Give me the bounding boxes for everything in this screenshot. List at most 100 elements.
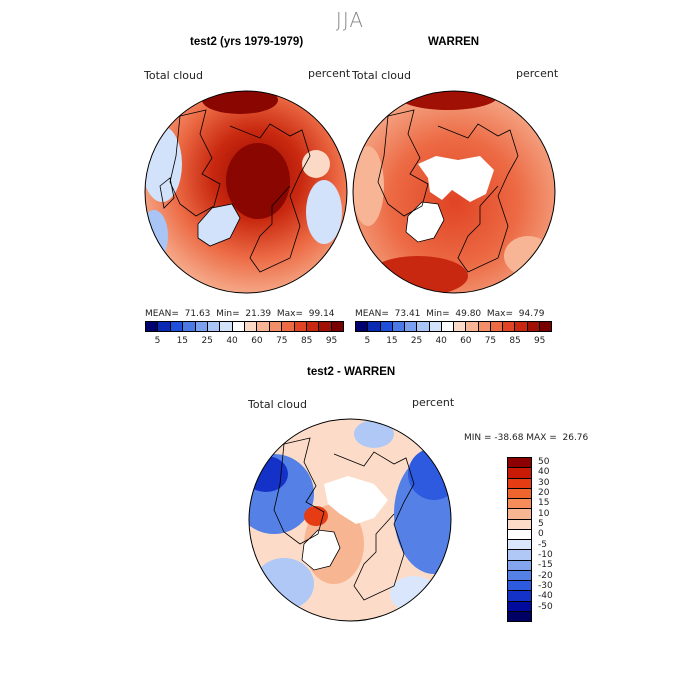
colorbar-cell <box>306 322 320 331</box>
panel1-max-region <box>226 143 290 219</box>
colorbar-tick-label: 15 <box>386 336 398 346</box>
panel2-colorbar-ticks: 5 15 25 40 60 75 85 95 <box>355 336 552 348</box>
diff-map-border <box>248 418 452 622</box>
panel2-max-region <box>398 91 498 110</box>
colorbar-cell <box>429 322 442 331</box>
panel1-mean: 71.63 <box>184 309 211 319</box>
panel2-high-region <box>368 256 468 293</box>
colorbar-cell <box>539 322 551 331</box>
colorbar-cell <box>294 322 307 331</box>
colorbar-tick-label: -10 <box>538 549 553 560</box>
colorbar-cell <box>527 322 540 331</box>
panel2-min: 49.80 <box>455 309 482 319</box>
colorbar-cell <box>454 322 467 331</box>
colorbar-cell <box>508 611 531 621</box>
panel1-low-region <box>302 150 330 178</box>
panel2-title: WARREN <box>428 36 480 48</box>
colorbar-tick-label: 15 <box>538 498 550 509</box>
colorbar-cell <box>508 509 531 520</box>
colorbar-tick-label: 15 <box>176 336 189 346</box>
colorbar-tick-label: 40 <box>435 336 447 346</box>
colorbar-tick-label: 40 <box>538 467 550 478</box>
colorbar-cell <box>508 488 531 499</box>
colorbar-cell <box>508 591 531 602</box>
panel2-missing-data <box>418 156 494 202</box>
colorbar-cell <box>319 322 332 331</box>
panel1-coastline <box>159 177 175 209</box>
panel2-greenland <box>405 201 445 243</box>
colorbar-tick-label: 10 <box>538 508 550 519</box>
colorbar-cell <box>508 529 531 540</box>
colorbar-tick-label: 20 <box>538 488 550 499</box>
colorbar-cell <box>508 468 531 479</box>
diff-negative-region <box>254 558 314 610</box>
colorbar-cell <box>508 540 531 551</box>
panel1-max: 99.14 <box>308 309 335 319</box>
stat-mean-label: MEAN= <box>355 309 389 319</box>
diff-title: test2 - WARREN <box>307 366 396 378</box>
colorbar-cell <box>232 322 245 331</box>
colorbar-cell <box>503 322 516 331</box>
colorbar-tick-label: 95 <box>325 336 338 346</box>
colorbar-cell <box>508 499 531 510</box>
colorbar-tick-label: -50 <box>538 601 553 612</box>
panel1-coastline <box>169 109 221 217</box>
panel2-coastline <box>437 123 519 273</box>
panel1-max-region <box>202 91 278 114</box>
panel1-title: test2 (yrs 1979-1979) <box>190 36 304 48</box>
diff-coastline <box>333 451 415 601</box>
stat-max-label: Max= <box>486 309 514 319</box>
colorbar-cell <box>508 581 531 592</box>
panel1-variable-label: Total cloud <box>144 69 203 82</box>
colorbar-cell <box>490 322 503 331</box>
stat-mean-label: MEAN= <box>145 309 179 319</box>
diff-polar-map <box>248 418 452 622</box>
panel1-min: 21.39 <box>245 309 272 319</box>
diff-missing-data <box>324 476 388 524</box>
diff-units-label: percent <box>412 396 455 409</box>
panel2-max: 94.79 <box>518 309 545 319</box>
colorbar-tick-label: 75 <box>484 336 497 346</box>
colorbar-cell <box>441 322 454 331</box>
colorbar-tick-label: 30 <box>538 477 550 488</box>
colorbar-cell <box>508 570 531 581</box>
panel1-map-border <box>144 90 348 294</box>
diff-colorbar <box>507 457 532 622</box>
colorbar-cell <box>356 322 369 331</box>
colorbar-tick-label: 50 <box>538 457 550 468</box>
panel2-variable-label: Total cloud <box>352 69 411 82</box>
colorbar-cell <box>245 322 258 331</box>
colorbar-cell <box>508 478 531 489</box>
colorbar-tick-label: 75 <box>276 336 288 346</box>
panel2-coastline <box>377 109 429 217</box>
colorbar-cell <box>466 322 479 331</box>
colorbar-cell <box>392 322 405 331</box>
panel2-stats: MEAN= 73.41 Min= 49.80 Max= 94.79 <box>355 309 545 319</box>
colorbar-cell <box>170 322 184 331</box>
colorbar-tick-label: 25 <box>410 336 423 346</box>
colorbar-tick-label: 40 <box>226 336 238 346</box>
stat-min-label: Min= <box>216 309 240 319</box>
panel2-mean: 73.41 <box>394 309 421 319</box>
colorbar-cell <box>508 550 531 561</box>
colorbar-cell <box>207 322 221 331</box>
panel1-units-label: percent <box>308 67 351 80</box>
panel1-low-region <box>145 126 182 202</box>
colorbar-tick-label: 5 <box>538 519 544 530</box>
colorbar-tick-label: -20 <box>538 570 553 581</box>
panel2-low-region <box>504 236 552 276</box>
colorbar-cell <box>515 322 528 331</box>
colorbar-cell <box>158 322 171 331</box>
colorbar-cell <box>405 322 418 331</box>
diff-variable-label: Total cloud <box>248 398 307 411</box>
colorbar-cell <box>220 322 233 331</box>
panel2-polar-map <box>352 90 556 294</box>
panel1-greenland <box>197 203 241 247</box>
colorbar-tick-label: 95 <box>533 336 546 346</box>
colorbar-tick-label: -30 <box>538 580 553 591</box>
colorbar-cell <box>331 322 343 331</box>
colorbar-tick-label: 85 <box>509 336 521 346</box>
panel1-low-region <box>306 180 342 244</box>
panel2-units-label: percent <box>516 67 559 80</box>
diff-negative-region <box>354 420 394 448</box>
